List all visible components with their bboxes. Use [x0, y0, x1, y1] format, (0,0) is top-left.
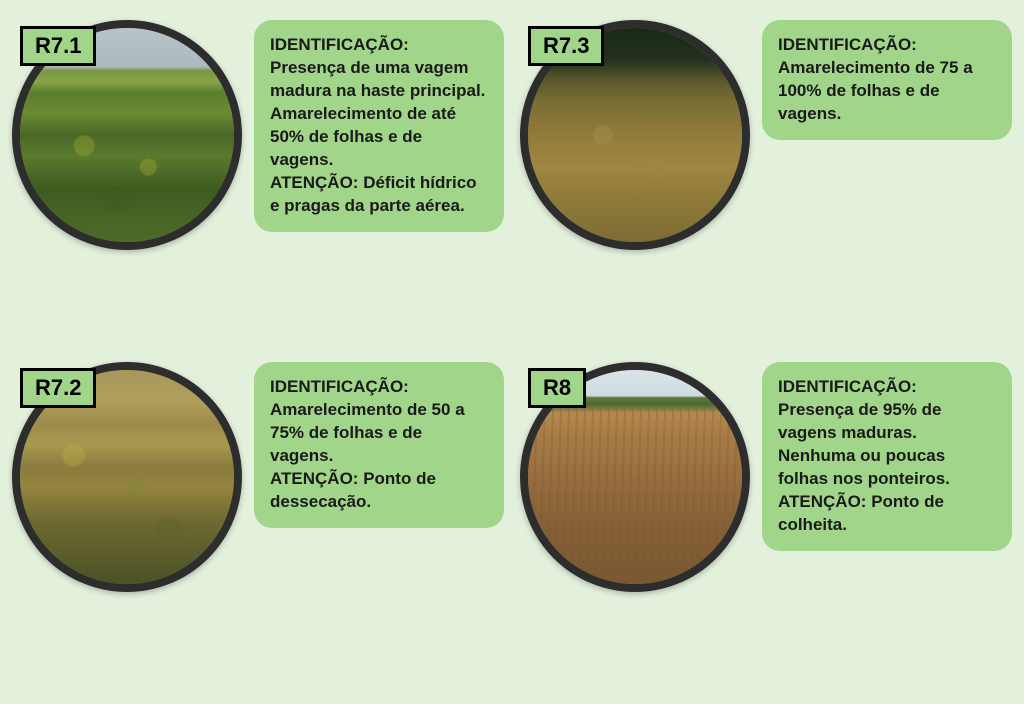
ident-text: Amarelecimento de 75 a 100% de folhas e … [778, 58, 973, 123]
ident-label: IDENTIFICAÇÃO: [778, 377, 917, 396]
ident-label: IDENTIFICAÇÃO: [270, 35, 409, 54]
stage-card-r8: R8 IDENTIFICAÇÃO: Presença de 95% de vag… [520, 362, 1012, 684]
info-box: IDENTIFICAÇÃO: Presença de 95% de vagens… [762, 362, 1012, 551]
stage-card-r72: R7.2 IDENTIFICAÇÃO: Amarelecimento de 50… [12, 362, 504, 684]
stage-code-label: R7.3 [528, 26, 604, 66]
ident-label: IDENTIFICAÇÃO: [778, 35, 917, 54]
att-label: ATENÇÃO: [778, 492, 866, 511]
photo-wrap: R7.2 [12, 362, 242, 592]
stage-code-label: R7.2 [20, 368, 96, 408]
stage-card-r73: R7.3 IDENTIFICAÇÃO: Amarelecimento de 75… [520, 20, 1012, 342]
ident-text: Presença de 95% de vagens maduras. Nenhu… [778, 400, 950, 488]
info-box: IDENTIFICAÇÃO: Amarelecimento de 75 a 10… [762, 20, 1012, 140]
att-label: ATENÇÃO: [270, 469, 358, 488]
att-label: ATENÇÃO: [270, 173, 358, 192]
stage-code-label: R7.1 [20, 26, 96, 66]
info-box: IDENTIFICAÇÃO: Amarelecimento de 50 a 75… [254, 362, 504, 528]
stage-card-r71: R7.1 IDENTIFICAÇÃO: Presença de uma vage… [12, 20, 504, 342]
photo-wrap: R7.3 [520, 20, 750, 250]
stage-code-label: R8 [528, 368, 586, 408]
ident-label: IDENTIFICAÇÃO: [270, 377, 409, 396]
ident-text: Presença de uma vagem madura na haste pr… [270, 58, 485, 169]
stages-grid: R7.1 IDENTIFICAÇÃO: Presença de uma vage… [0, 0, 1024, 704]
ident-text: Amarelecimento de 50 a 75% de folhas e d… [270, 400, 465, 465]
photo-wrap: R7.1 [12, 20, 242, 250]
photo-wrap: R8 [520, 362, 750, 592]
info-box: IDENTIFICAÇÃO: Presença de uma vagem mad… [254, 20, 504, 232]
